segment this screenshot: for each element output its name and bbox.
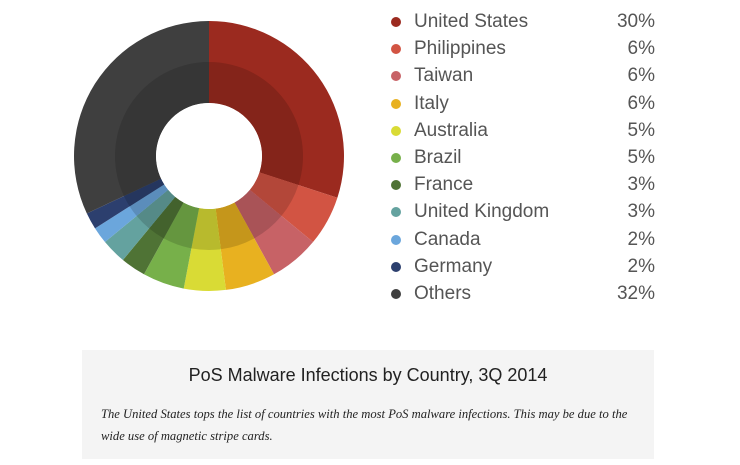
legend-dot-icon — [391, 125, 401, 136]
slice-france — [122, 196, 184, 275]
slice-philippines-inner — [249, 172, 299, 216]
legend-dot-icon — [391, 180, 401, 191]
slice-italy — [215, 202, 275, 290]
legend-label: Italy — [414, 92, 449, 114]
legend-label: Others — [414, 282, 472, 304]
legend-dot-icon — [391, 98, 401, 109]
legend-item-others: Others 32% — [388, 280, 658, 307]
legend-label: United Kingdom — [414, 201, 550, 223]
legend-value: 5% — [627, 119, 655, 141]
caption-box: PoS Malware Infections by Country, 3Q 20… — [82, 350, 654, 459]
legend-label: Philippines — [414, 38, 506, 60]
legend-dot-icon — [391, 234, 401, 245]
slice-united-kingdom — [104, 189, 176, 261]
legend-value: 2% — [627, 228, 655, 250]
caption-title: PoS Malware Infections by Country, 3Q 20… — [188, 365, 548, 385]
slice-brazil-inner — [163, 202, 200, 249]
legend-dot-icon — [391, 152, 401, 163]
slice-france-inner — [149, 196, 184, 239]
legend-value: 6% — [627, 92, 655, 114]
legend-value: 3% — [627, 174, 655, 196]
legend-label: Germany — [414, 255, 493, 277]
slice-others — [73, 20, 209, 214]
legend-value: 2% — [627, 255, 655, 277]
legend-dot-icon — [391, 261, 401, 272]
legend-item-philippines: Philippines 6% — [388, 35, 658, 62]
slice-australia — [183, 208, 226, 291]
legend-item-canada: Canada 2% — [388, 226, 658, 253]
slice-canada — [95, 184, 169, 243]
legend-label: Australia — [414, 119, 488, 141]
legend-item-brazil: Brazil 5% — [388, 144, 658, 171]
legend-value: 3% — [627, 201, 655, 223]
caption-text: The United States tops the list of count… — [101, 407, 628, 443]
legend-item-germany: Germany 2% — [388, 253, 658, 280]
legend-label: United States — [414, 11, 529, 32]
legend-dot-icon — [391, 44, 401, 55]
legend-item-australia: Australia 5% — [388, 117, 658, 144]
slice-united-kingdom-inner — [136, 189, 176, 229]
legend-dot-icon — [391, 17, 401, 27]
slice-australia-inner — [191, 208, 221, 250]
slice-taiwan — [234, 189, 314, 275]
legend-item-italy: Italy 6% — [388, 90, 658, 117]
slice-united-states — [209, 21, 344, 198]
legend-item-taiwan: Taiwan 6% — [388, 62, 658, 89]
legend-dot-icon — [391, 288, 401, 299]
legend-label: Brazil — [414, 146, 462, 168]
slice-italy-inner — [215, 202, 255, 250]
legend-value: 5% — [627, 146, 655, 168]
slice-brazil — [143, 202, 200, 289]
legend-value: 6% — [627, 38, 655, 60]
chart-legend: United States 30% Philippines 6% Taiwan 6% Ita… — [388, 8, 658, 307]
legend-value: 32% — [616, 282, 655, 304]
donut-chart — [73, 20, 344, 291]
legend-item-united-states: United States 30% — [388, 8, 658, 35]
legend-dot-icon — [391, 207, 401, 218]
legend-value: 30% — [616, 11, 655, 32]
slice-united-states-inner — [209, 62, 303, 186]
slice-philippines — [249, 172, 338, 243]
slice-germany-inner — [123, 178, 165, 207]
legend-label: France — [414, 174, 474, 196]
legend-label: Taiwan — [414, 65, 474, 87]
legend-item-united-kingdom: United Kingdom 3% — [388, 198, 658, 225]
donut-hole — [156, 103, 262, 209]
slice-germany — [86, 178, 165, 229]
legend-item-france: France 3% — [388, 171, 658, 198]
slice-taiwan-inner — [234, 189, 282, 239]
legend-label: Canada — [414, 228, 481, 250]
legend-value: 6% — [627, 65, 655, 87]
legend-dot-icon — [391, 71, 401, 82]
slice-canada-inner — [129, 184, 169, 216]
slice-others-inner — [115, 62, 209, 197]
